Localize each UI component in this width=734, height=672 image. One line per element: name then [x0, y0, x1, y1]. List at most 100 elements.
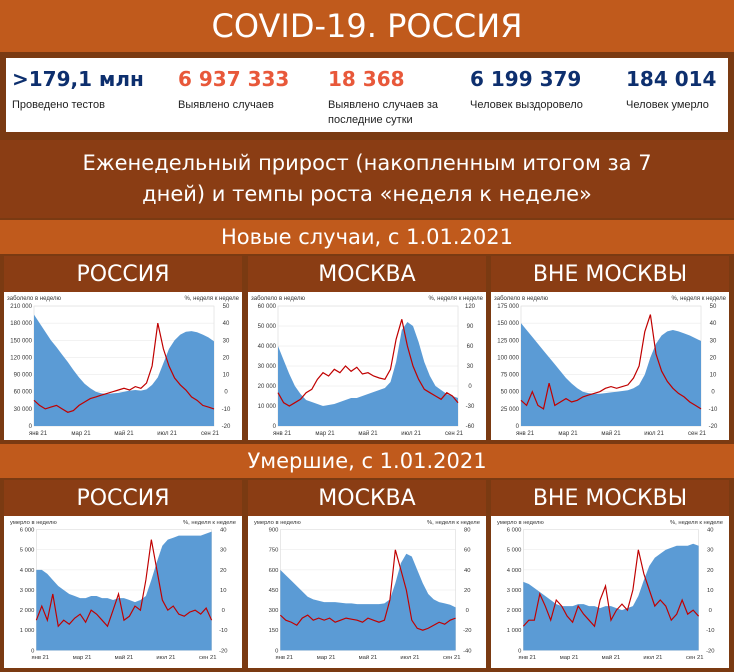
x-tick-label: июл 21 [401, 431, 421, 437]
y-tick-label: 0 [29, 424, 33, 430]
stat-daily-cases: 18 368 Выявлено случаев за последние сут… [328, 66, 448, 128]
y-tick-label: 0 [518, 648, 522, 654]
line-series [35, 539, 213, 628]
x-tick-label: май 21 [602, 654, 621, 661]
y-tick-label: 900 [269, 528, 279, 534]
chart-svg: заболело в неделю %, неделя к неделе 210 0… [7, 296, 240, 437]
y2-tick-label: 10 [707, 588, 714, 594]
y2-tick-label: -20 [706, 648, 715, 654]
x-tick-label: сен 21 [688, 431, 707, 437]
chart-deaths-outside-moscow: умерло в неделю %, неделя к неделе 6 000 5 … [491, 516, 729, 668]
y-tick-label: 30 000 [258, 364, 277, 370]
y-tick-label: 60 000 [258, 304, 277, 310]
y2-tick-label: 50 [223, 304, 230, 310]
y-tick-label: 4 000 [507, 568, 522, 574]
y-tick-label: 450 [269, 588, 279, 594]
area-series [521, 323, 701, 426]
y-tick-label: 1 000 [20, 628, 35, 634]
area-series [523, 543, 699, 651]
y2-tick-label: -20 [222, 424, 231, 430]
chart-cases-russia: заболело в неделю %, неделя к неделе 210 0… [4, 292, 242, 440]
x-tick-label: май 21 [358, 430, 378, 437]
y-tick-label: 2 000 [20, 608, 35, 614]
y2-tick-label: 40 [707, 528, 714, 534]
y2-tick-label: 50 [710, 304, 717, 310]
stat-value: 184 014 [626, 67, 717, 91]
stats-panel: >179,1 млн Проведено тестов 6 937 333 Вы… [6, 58, 728, 132]
y-tick-label: 0 [275, 648, 279, 654]
line-series [277, 319, 459, 407]
section-cases-title: Новые случаи, с 1.01.2021 [0, 220, 734, 254]
chart-cases-moscow: заболело в неделю%, неделя к неделе 60 00… [248, 292, 486, 440]
stat-value: 6 199 379 [470, 67, 582, 91]
y2-tick-label: 0 [466, 608, 470, 614]
y2-tick-label: 30 [707, 548, 714, 554]
y2-tick-label: 0 [222, 608, 226, 614]
x-tick-label: янв 21 [275, 655, 293, 661]
y2-tick-label: 40 [710, 321, 717, 327]
x-tick-label: мар 21 [317, 655, 336, 661]
y-tick-label: 120 000 [10, 355, 32, 361]
dashboard-title: COVID-19. РОССИЯ [0, 0, 734, 52]
y-tick-label: 75 000 [501, 373, 520, 379]
y-tick-label: 0 [516, 424, 520, 430]
y-tick-label: 0 [31, 648, 35, 654]
y-tick-label: 6 000 [20, 528, 35, 534]
y-axis-label: заболело в неделю [7, 296, 61, 302]
y-tick-label: 30 000 [14, 407, 33, 413]
y2-tick-label: 20 [223, 355, 230, 361]
panel-title-outside-moscow: ВНЕ МОСКВЫ [491, 480, 729, 518]
panel-title-moscow: МОСКВА [248, 256, 486, 294]
y-tick-label: 5 000 [20, 548, 35, 554]
x-tick-label: сен 21 [445, 431, 464, 437]
stat-recovered: 6 199 379 Человек выздоровело [470, 66, 583, 113]
y2-tick-label: -60 [466, 424, 475, 430]
y-tick-label: 1 000 [507, 628, 522, 634]
chart-deaths-russia: умерло в неделю %, неделя к неделе 6 000 5 … [4, 516, 242, 668]
stat-label: Выявлено случаев за последние сутки [328, 99, 439, 126]
x-tick-label: мар 21 [73, 655, 92, 661]
y-tick-label: 50 000 [258, 324, 277, 330]
y-tick-label: 210 000 [10, 304, 32, 310]
y-tick-label: 0 [273, 424, 277, 430]
y-tick-label: 20 000 [258, 384, 277, 390]
panel-title-outside-moscow: ВНЕ МОСКВЫ [491, 256, 729, 294]
y2-tick-label: -30 [466, 404, 475, 410]
y-tick-label: 5 000 [507, 548, 522, 554]
line-series [522, 549, 700, 628]
line-series [279, 549, 456, 631]
y-tick-label: 175 000 [497, 304, 519, 310]
x-tick-label: мар 21 [71, 431, 91, 437]
y-tick-label: 60 000 [14, 390, 33, 396]
y2-tick-label: -10 [709, 407, 718, 413]
stat-label: Проведено тестов [12, 99, 105, 111]
subtitle-line-2: дней) и темпы роста «неделя к неделе» [142, 182, 592, 206]
x-tick-label: янв 21 [516, 431, 535, 437]
y-tick-label: 3 000 [20, 588, 35, 594]
y2-tick-label: 30 [223, 338, 230, 344]
x-tick-label: янв 21 [273, 431, 292, 437]
y-tick-label: 2 000 [507, 608, 522, 614]
y2-tick-label: 90 [467, 324, 474, 330]
y2-tick-label: 80 [464, 528, 471, 534]
chart-svg: умерло в неделю %, неделя к неделе 6 000 5 … [10, 520, 236, 661]
area-series [280, 553, 456, 651]
stat-label: Человек умерло [626, 99, 709, 111]
y2-tick-label: 20 [707, 568, 714, 574]
y2-tick-label: -20 [709, 424, 718, 430]
area-series [278, 322, 458, 426]
stat-label: Человек выздоровело [470, 99, 583, 111]
y-tick-label: 25 000 [501, 407, 520, 413]
y-tick-label: 100 000 [497, 355, 519, 361]
stat-deaths: 184 014 Человек умерло [626, 66, 716, 113]
y2-tick-label: 20 [220, 568, 227, 574]
y2-axis-label: %, неделя к неделе [671, 296, 726, 302]
line-series [33, 322, 215, 413]
panel-title-russia: РОССИЯ [4, 480, 242, 518]
y-tick-label: 125 000 [497, 338, 519, 344]
panel-title-moscow: МОСКВА [248, 480, 486, 518]
y2-axis-label: %, неделя к неделе [427, 520, 480, 526]
y-tick-label: 40 000 [258, 344, 277, 350]
y2-tick-label: 10 [710, 373, 717, 379]
